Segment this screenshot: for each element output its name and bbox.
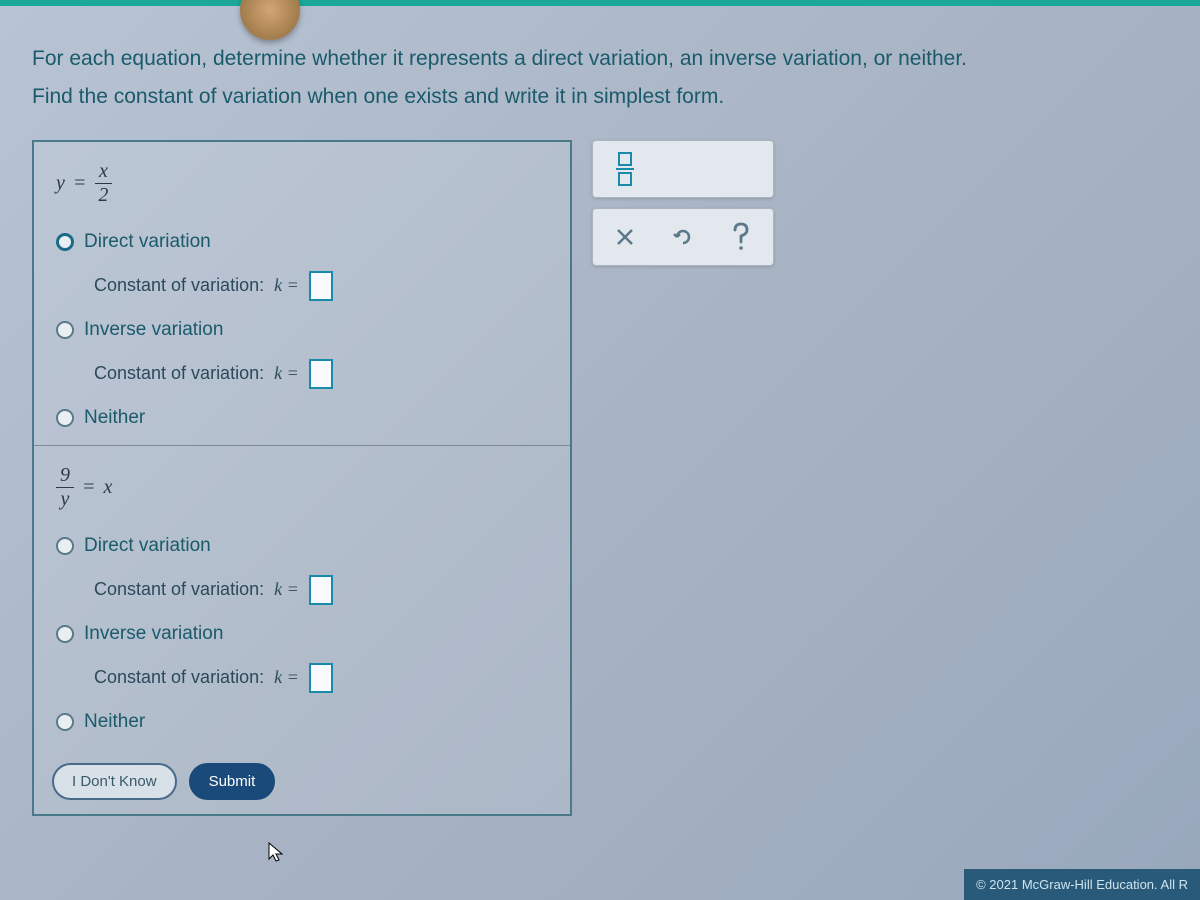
q2-neither-label: Neither xyxy=(84,711,145,733)
top-accent-bar xyxy=(0,0,1200,6)
eq1-denominator: 2 xyxy=(94,184,112,207)
eq1-fraction: x 2 xyxy=(94,160,112,207)
q1-direct-k-input[interactable] xyxy=(309,271,333,301)
dont-know-button[interactable]: I Don't Know xyxy=(52,763,177,800)
q1-inverse-label: Inverse variation xyxy=(84,319,223,341)
q1-neither-option[interactable]: Neither xyxy=(56,399,548,437)
eq2-denominator: y xyxy=(57,488,74,511)
q2-direct-label: Direct variation xyxy=(84,535,211,557)
eq1-numerator: x xyxy=(95,160,112,184)
constant-label: Constant of variation: xyxy=(94,275,264,296)
tool-group-actions xyxy=(592,208,774,266)
button-row: I Don't Know Submit xyxy=(34,749,570,814)
equation-1: y = x 2 xyxy=(56,160,548,207)
eq2-numerator: 9 xyxy=(56,464,74,488)
radio-icon xyxy=(56,625,74,643)
q2-direct-constant-row: Constant of variation: k = xyxy=(56,565,548,615)
q1-inverse-option[interactable]: Inverse variation xyxy=(56,311,548,349)
q2-direct-k-input[interactable] xyxy=(309,575,333,605)
eq1-lhs: y xyxy=(56,172,65,195)
eq2-rhs: x xyxy=(104,476,113,499)
q1-direct-option[interactable]: Direct variation xyxy=(56,223,548,261)
constant-label: Constant of variation: xyxy=(94,363,264,384)
tool-group-input xyxy=(592,140,774,198)
question-1: y = x 2 Direct variation Constant of var… xyxy=(34,142,570,445)
question-panel: y = x 2 Direct variation Constant of var… xyxy=(32,140,572,816)
q1-neither-label: Neither xyxy=(84,407,145,429)
eq1-equals: = xyxy=(73,172,87,195)
radio-icon xyxy=(56,537,74,555)
eq2-equals: = xyxy=(82,476,96,499)
main-row: y = x 2 Direct variation Constant of var… xyxy=(32,140,1168,816)
instruction-text: For each equation, determine whether it … xyxy=(32,40,1168,116)
radio-icon xyxy=(56,713,74,731)
q2-inverse-constant-row: Constant of variation: k = xyxy=(56,653,548,703)
help-button[interactable] xyxy=(723,219,759,255)
question-icon xyxy=(729,222,753,252)
k-equals-label: k = xyxy=(274,275,299,296)
q1-inverse-k-input[interactable] xyxy=(309,359,333,389)
undo-button[interactable] xyxy=(665,219,701,255)
equation-2: 9 y = x xyxy=(56,464,548,511)
fraction-tool-button[interactable] xyxy=(607,151,643,187)
tool-panel xyxy=(592,140,774,266)
constant-label: Constant of variation: xyxy=(94,579,264,600)
q2-neither-option[interactable]: Neither xyxy=(56,703,548,741)
instruction-line-2: Find the constant of variation when one … xyxy=(32,78,1168,116)
q1-direct-label: Direct variation xyxy=(84,231,211,253)
k-equals-label: k = xyxy=(274,579,299,600)
q2-inverse-option[interactable]: Inverse variation xyxy=(56,615,548,653)
radio-icon xyxy=(56,409,74,427)
eq2-fraction: 9 y xyxy=(56,464,74,511)
q2-direct-option[interactable]: Direct variation xyxy=(56,527,548,565)
q2-inverse-k-input[interactable] xyxy=(309,663,333,693)
undo-icon xyxy=(671,225,695,249)
q2-inverse-label: Inverse variation xyxy=(84,623,223,645)
x-icon xyxy=(614,226,636,248)
fraction-icon xyxy=(616,152,634,186)
submit-button[interactable]: Submit xyxy=(189,763,276,800)
q1-direct-constant-row: Constant of variation: k = xyxy=(56,261,548,311)
radio-icon xyxy=(56,233,74,251)
clear-button[interactable] xyxy=(607,219,643,255)
q1-inverse-constant-row: Constant of variation: k = xyxy=(56,349,548,399)
k-equals-label: k = xyxy=(274,363,299,384)
k-equals-label: k = xyxy=(274,667,299,688)
instruction-line-1: For each equation, determine whether it … xyxy=(32,40,1168,78)
cursor-icon xyxy=(267,841,285,863)
content-area: For each equation, determine whether it … xyxy=(0,0,1200,816)
copyright-footer: © 2021 McGraw-Hill Education. All R xyxy=(964,869,1200,900)
radio-icon xyxy=(56,321,74,339)
question-2: 9 y = x Direct variation Constant of var… xyxy=(34,445,570,749)
constant-label: Constant of variation: xyxy=(94,667,264,688)
